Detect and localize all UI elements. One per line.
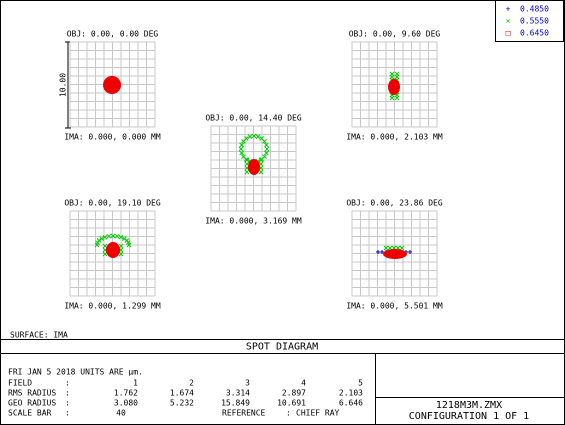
spot-green	[102, 251, 108, 257]
cell: 10.691	[277, 399, 306, 408]
cell: 15.849	[221, 399, 250, 408]
spot-green	[102, 234, 108, 240]
spot-green	[106, 233, 112, 239]
legend-symbol: □	[506, 29, 511, 38]
object-field-label: OBJ: 0.00, 19.10 DEG	[64, 199, 161, 208]
spot-green	[264, 146, 270, 152]
cell: 2	[189, 379, 194, 388]
legend-label: 0.4850	[520, 5, 549, 14]
spot-green	[241, 154, 246, 159]
spot-green	[239, 142, 244, 148]
spot-green	[238, 146, 244, 152]
separator: :	[65, 399, 70, 408]
spot-green	[255, 134, 261, 139]
object-field-label: OBJ: 0.00, 9.60 DEG	[349, 30, 441, 39]
spot-red	[103, 76, 121, 94]
spot-green	[99, 236, 105, 241]
object-field-label: OBJ: 0.00, 0.00 DEG	[67, 30, 159, 39]
scale-row-cell: 40	[116, 409, 126, 418]
spot-blue	[376, 250, 380, 254]
spot-green	[399, 245, 405, 251]
spot-green	[244, 169, 250, 175]
cell: 2.897	[282, 389, 306, 398]
spot-green	[247, 134, 253, 139]
cell: 3.314	[226, 389, 250, 398]
spot-blue	[380, 250, 384, 254]
cell: 4	[301, 379, 306, 388]
spot-red	[106, 242, 120, 258]
image-height-label: IMA: 0.000, 2.103 MM	[346, 133, 443, 142]
row-label: GEO RADIUS	[8, 399, 56, 408]
legend-symbol: +	[506, 5, 511, 14]
separator: :	[65, 389, 70, 398]
spot-green	[383, 245, 389, 251]
spot-green	[118, 251, 124, 257]
spot-green	[118, 234, 124, 240]
file-name: 1218M3M.ZMX	[436, 400, 502, 411]
title: SPOT DIAGRAM	[246, 342, 318, 353]
image-height-label: IMA: 0.000, 5.501 MM	[346, 302, 443, 311]
spot-green	[110, 233, 116, 239]
cell: 3.080	[114, 399, 138, 408]
scale-row-cell: :	[65, 409, 70, 418]
image-height-label: IMA: 0.000, 3.169 MM	[205, 217, 302, 226]
legend-symbol: ×	[506, 17, 511, 26]
scale-row-cell: SCALE BAR	[8, 409, 52, 418]
spot-red	[248, 159, 260, 175]
legend-label: 0.5550	[520, 17, 549, 26]
row-label: RMS RADIUS	[8, 389, 56, 398]
spot-green	[244, 136, 249, 141]
cell: 1.762	[114, 389, 138, 398]
spot-green	[251, 133, 257, 139]
legend-box	[495, 0, 564, 42]
object-field-label: OBJ: 0.00, 23.86 DEG	[346, 199, 443, 208]
spot-blue	[408, 250, 412, 254]
spot-green	[264, 150, 269, 156]
surface-label: SURFACE: IMA	[10, 331, 68, 340]
spot-green	[258, 169, 264, 175]
scale-label: 10.00	[59, 73, 68, 97]
cell: 1.674	[170, 389, 194, 398]
spot-green	[389, 95, 395, 101]
separator: :	[65, 379, 70, 388]
scale-row-cell: :	[286, 409, 291, 418]
spot-green	[118, 243, 124, 249]
spot-red	[388, 79, 400, 95]
image-height-label: IMA: 0.000, 0.000 MM	[64, 133, 161, 142]
cell: 3	[245, 379, 250, 388]
cell: 5	[358, 379, 363, 388]
scale-row-cell: CHIEF RAY	[296, 409, 340, 418]
image-height-label: IMA: 0.000, 1.299 MM	[64, 302, 161, 311]
legend-label: 0.6450	[520, 29, 549, 38]
spot-green	[262, 139, 267, 144]
spot-green	[244, 157, 250, 163]
cell: 6.646	[339, 399, 363, 408]
configuration: CONFIGURATION 1 OF 1	[409, 411, 529, 422]
spot-green	[126, 242, 132, 248]
row-label: FIELD	[8, 379, 32, 388]
info-line: FRI JAN 5 2018 UNITS ARE µm.	[8, 368, 143, 377]
scale-row-cell: REFERENCE	[222, 409, 266, 418]
spot-green	[264, 142, 269, 148]
spot-green	[258, 157, 264, 163]
spot-green	[239, 150, 244, 156]
spot-red	[383, 249, 407, 259]
cell: 5.232	[170, 399, 194, 408]
cell: 2.103	[339, 389, 363, 398]
spot-green	[394, 95, 400, 101]
cell: 1	[133, 379, 138, 388]
spot-green	[114, 233, 120, 239]
object-field-label: OBJ: 0.00, 14.40 DEG	[205, 114, 302, 123]
spot-green	[102, 243, 108, 249]
